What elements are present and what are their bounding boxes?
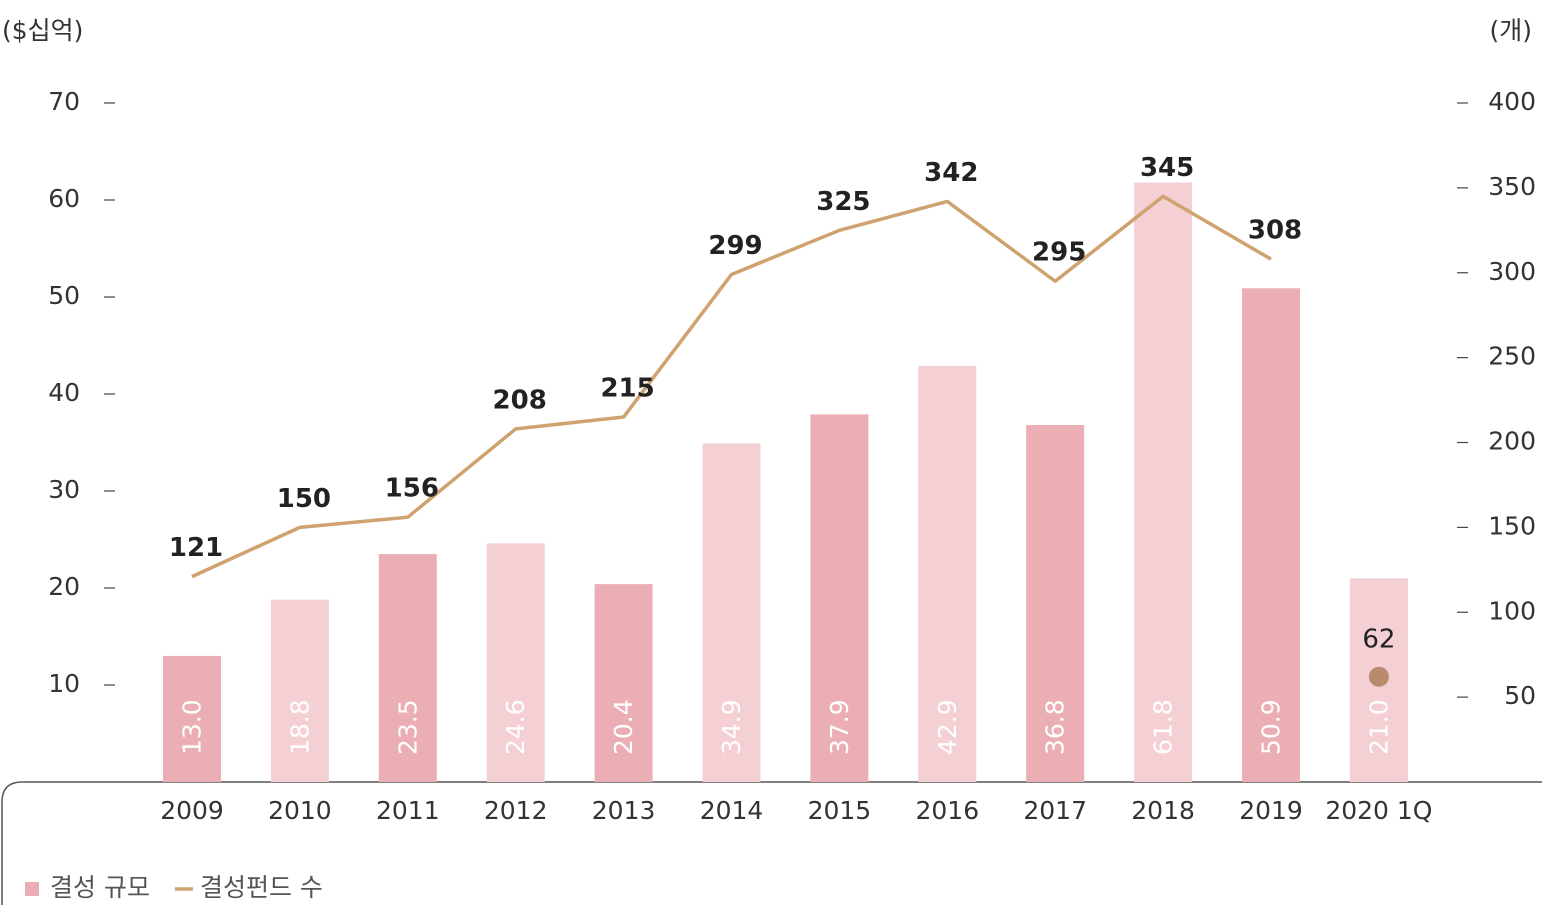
- x-tick-label: 2014: [700, 796, 764, 825]
- bar-value-label: 18.8: [285, 699, 314, 755]
- x-tick-label: 2015: [808, 796, 872, 825]
- y-tick-label: 40: [48, 378, 80, 407]
- bar-value-label: 61.8: [1149, 699, 1178, 755]
- line-value-label: 215: [600, 374, 654, 404]
- line-value-label: 345: [1140, 153, 1194, 183]
- line-value-label: 208: [493, 385, 547, 415]
- line-value-label: 299: [708, 231, 762, 261]
- x-tick-label: 2016: [915, 796, 979, 825]
- x-tick-label: 2020 1Q: [1325, 796, 1432, 825]
- legend-label: 결성펀드 수: [200, 873, 323, 902]
- bar: [594, 584, 653, 782]
- y2-tick-label: 300: [1488, 257, 1536, 286]
- line-value-label: 342: [924, 158, 978, 188]
- y2-tick-label: 150: [1488, 511, 1536, 540]
- bar-value-label: 23.5: [393, 699, 422, 755]
- y-tick-label: 10: [48, 669, 80, 698]
- line-value-label: 295: [1032, 238, 1086, 268]
- dot: [1368, 666, 1389, 687]
- bar-value-label: 36.8: [1041, 699, 1070, 755]
- y-axis-label: ($십억): [2, 16, 83, 45]
- y-tick-label: 60: [48, 184, 80, 213]
- y-tick-label: 50: [48, 281, 80, 310]
- y2-tick-label: 200: [1488, 427, 1536, 456]
- y2-tick-label: 250: [1488, 342, 1536, 371]
- bar: [163, 655, 221, 782]
- x-tick-label: 2009: [160, 796, 224, 825]
- y2-tick-label: 350: [1488, 172, 1536, 201]
- bar-value-label: 37.9: [825, 699, 854, 755]
- legend-swatch: [25, 882, 39, 896]
- y-tick-label: 70: [48, 87, 80, 116]
- bar: [378, 554, 437, 782]
- x-tick-label: 2018: [1131, 796, 1195, 825]
- bar: [810, 414, 869, 782]
- bar-value-label: 34.9: [717, 699, 746, 755]
- legend-label: 결성 규모: [50, 873, 150, 902]
- y2-tick-label: 100: [1488, 596, 1536, 625]
- bar-value-label: 21.0: [1364, 699, 1393, 755]
- line-value-label: 308: [1248, 216, 1302, 246]
- dot-value-label: 62: [1362, 624, 1395, 654]
- x-tick-label: 2010: [268, 796, 332, 825]
- line-value-label: 325: [816, 187, 870, 217]
- bar-value-label: 24.6: [501, 699, 530, 755]
- y2-tick-label: 400: [1488, 87, 1536, 116]
- bar: [1242, 288, 1300, 782]
- x-tick-label: 2011: [376, 796, 440, 825]
- bar-value-label: 20.4: [609, 699, 638, 755]
- x-tick-label: 2017: [1023, 796, 1087, 825]
- bar: [1026, 425, 1085, 782]
- bar: [702, 443, 761, 782]
- line: [191, 194, 1272, 579]
- x-tick-label: 2012: [484, 796, 548, 825]
- bar-value-label: 50.9: [1257, 699, 1286, 755]
- bar: [486, 543, 545, 782]
- y2-tick-label: 50: [1504, 681, 1536, 710]
- bar: [918, 365, 977, 782]
- line-value-label: 156: [385, 474, 439, 504]
- line-value-label: 121: [169, 533, 223, 563]
- x-tick-label: 2013: [592, 796, 656, 825]
- frame: [1, 781, 1542, 905]
- x-tick-label: 2019: [1239, 796, 1303, 825]
- bar-value-label: 42.9: [933, 699, 962, 755]
- y2-axis-label: (개): [1489, 16, 1532, 45]
- y-tick-label: 30: [48, 475, 80, 504]
- line-value-label: 150: [277, 484, 331, 514]
- bar: [270, 599, 329, 782]
- y-tick-label: 20: [48, 572, 80, 601]
- bar-value-label: 13.0: [178, 699, 207, 755]
- bar: [1134, 182, 1193, 783]
